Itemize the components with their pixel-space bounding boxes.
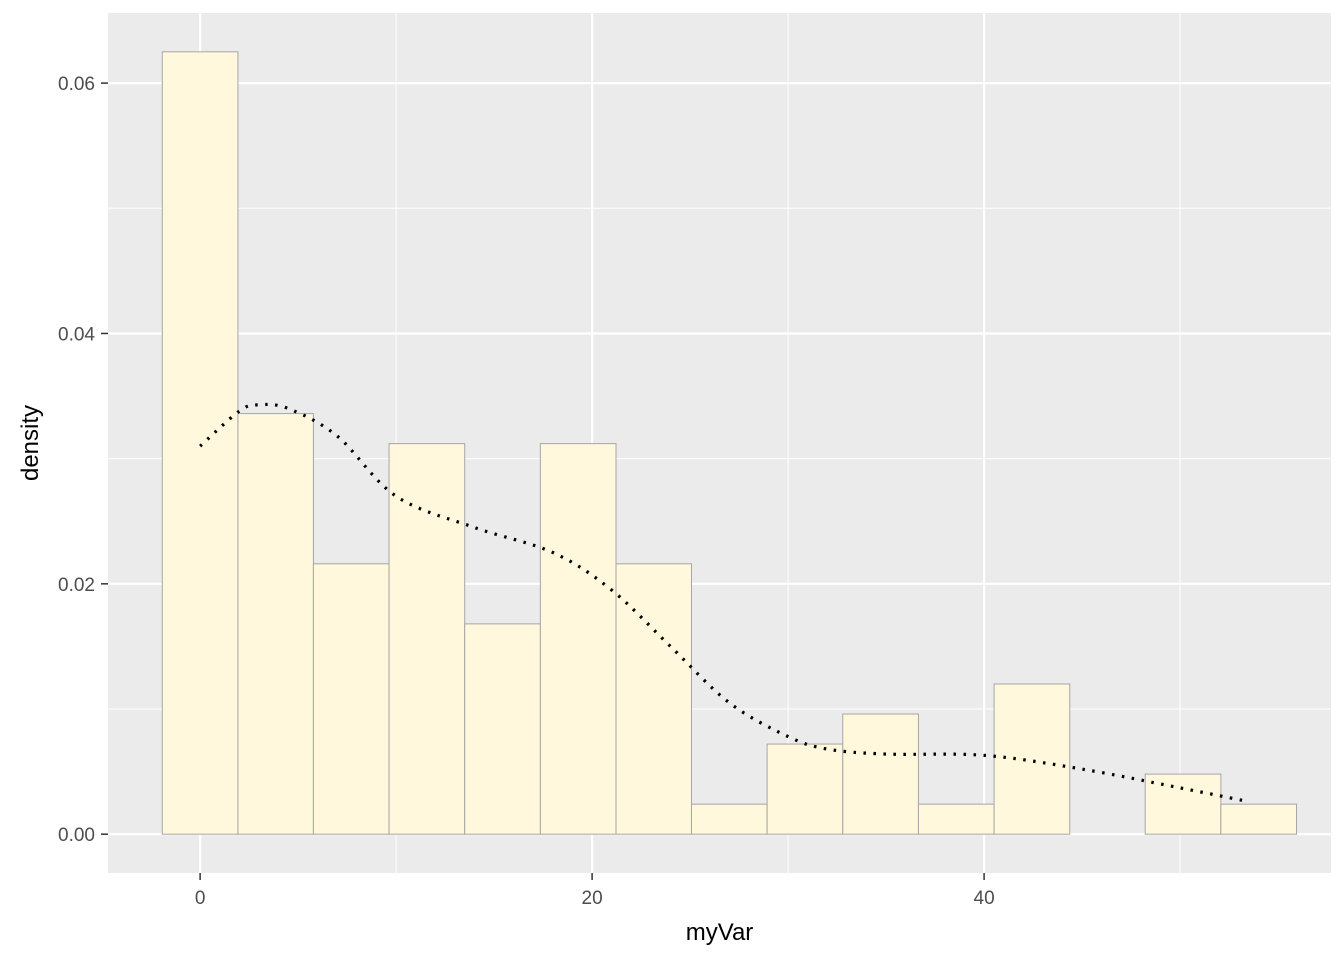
y-axis-title: density (17, 405, 44, 481)
histogram-bar-5 (464, 623, 541, 835)
x-tick-label: 0 (195, 888, 206, 909)
histogram-bars (161, 51, 1298, 835)
y-axis: 0.00 0.02 0.04 0.06 (58, 74, 108, 846)
y-tick-label: 0.04 (58, 324, 95, 345)
x-tick-label: 20 (582, 888, 603, 909)
y-tick-label: 0.06 (58, 74, 95, 95)
histogram-bar-14 (1144, 773, 1222, 835)
histogram-bar-10 (842, 713, 919, 835)
histogram-bar-4 (388, 443, 466, 835)
histogram-bar-2 (237, 413, 314, 835)
histogram-bar-12 (993, 683, 1071, 835)
histogram-bar-15 (1220, 803, 1298, 835)
y-tick-label: 0.02 (58, 575, 95, 596)
histogram-bar-8 (690, 803, 768, 835)
histogram-bar-11 (917, 803, 995, 835)
x-tick-label: 40 (974, 888, 995, 909)
histogram-bar-3 (312, 563, 390, 835)
histogram-bar-6 (539, 443, 617, 835)
x-axis: 0 20 40 (195, 873, 995, 909)
histogram-bar-7 (615, 563, 692, 835)
x-axis-title: myVar (686, 919, 754, 946)
histogram-bar-9 (766, 743, 844, 835)
histogram-bar-1 (161, 51, 239, 835)
y-tick-label: 0.00 (58, 825, 95, 846)
